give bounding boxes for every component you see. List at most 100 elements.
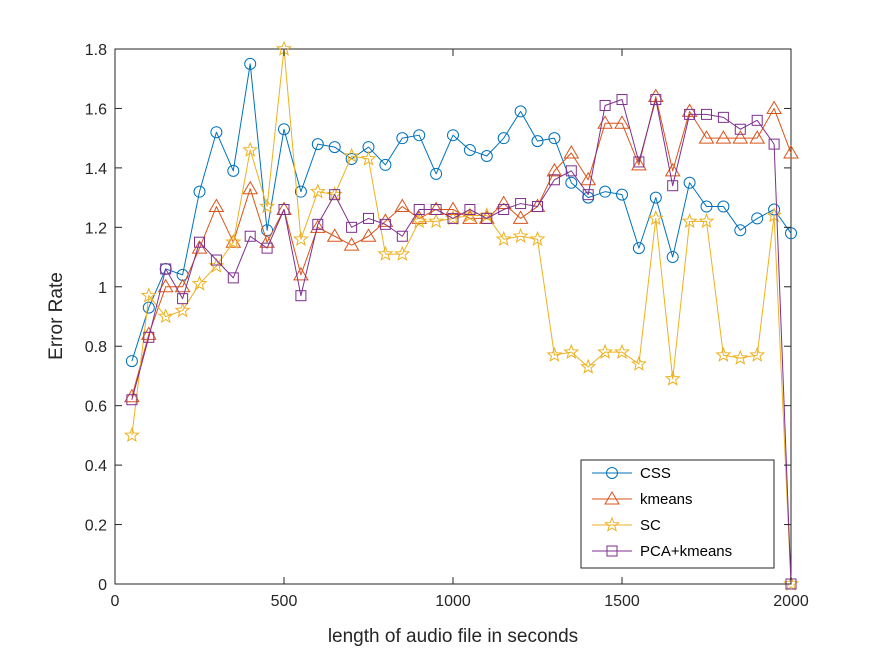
legend-label: PCA+kmeans	[640, 543, 732, 560]
data-point-kmeans	[326, 228, 343, 242]
y-axis-title: Error Rate	[46, 272, 67, 360]
data-point-pca-kmeans	[717, 111, 729, 123]
data-point-pca-kmeans	[481, 212, 493, 224]
data-point-kmeans	[563, 145, 580, 159]
data-point-pca-kmeans	[295, 290, 307, 302]
data-point-css	[649, 191, 662, 204]
data-point-kmeans	[140, 326, 157, 340]
data-point-pca-kmeans	[126, 394, 138, 406]
data-point-css	[210, 126, 223, 139]
y-tick-label: 1.2	[85, 220, 107, 237]
data-point-kmeans	[360, 228, 377, 242]
x-tick-label: 2000	[773, 593, 809, 610]
y-tick-label: 0	[98, 577, 107, 594]
legend-label: SC	[640, 517, 661, 534]
data-point-sc	[681, 212, 698, 229]
data-point-pca-kmeans	[701, 108, 712, 120]
data-point-css	[345, 152, 358, 165]
data-point-pca-kmeans	[329, 189, 341, 201]
x-tick-label: 1000	[435, 593, 471, 610]
data-point-sc	[242, 141, 259, 157]
data-point-sc	[698, 212, 715, 229]
data-point-kmeans	[411, 210, 428, 224]
data-point-css	[328, 141, 341, 154]
legend-item-sc: SC	[592, 516, 661, 534]
legend: CSS kmeans SC PCA+kmeans	[580, 459, 775, 569]
data-point-pca-kmeans	[363, 212, 374, 224]
x-tick-label: 1500	[604, 593, 640, 610]
data-point-css	[447, 129, 459, 142]
data-point-sc	[259, 198, 276, 214]
y-tick-label: 0.6	[85, 399, 107, 416]
data-point-sc	[225, 233, 242, 249]
data-point-sc	[428, 212, 445, 229]
data-point-pca-kmeans	[194, 236, 205, 248]
data-point-kmeans	[445, 201, 461, 215]
data-point-pca-kmeans	[667, 180, 679, 192]
data-point-css	[751, 212, 764, 225]
y-tick-label: 1.8	[85, 42, 107, 59]
data-point-css	[463, 144, 476, 157]
legend-item-kmeans: kmeans	[592, 491, 693, 508]
data-point-sc	[394, 245, 411, 261]
data-point-css	[193, 185, 206, 198]
data-point-pca-kmeans	[160, 263, 172, 275]
data-point-kmeans	[225, 234, 242, 248]
legend-label: CSS	[640, 465, 671, 482]
data-point-kmeans	[715, 130, 732, 144]
series-line-pca-kmeans	[131, 99, 792, 585]
data-point-css	[294, 185, 307, 198]
data-point-kmeans	[698, 130, 715, 144]
series-line-css	[131, 63, 792, 362]
data-point-pca-kmeans	[396, 230, 408, 242]
data-point-kmeans	[293, 266, 309, 281]
data-point-sc	[749, 346, 766, 362]
data-point-pca-kmeans	[599, 99, 611, 111]
data-point-kmeans	[546, 162, 563, 177]
legend-item-pca-kmeans: PCA+kmeans	[592, 543, 732, 560]
data-point-kmeans	[749, 130, 766, 144]
data-point-pca-kmeans	[177, 293, 189, 305]
data-point-css	[244, 57, 257, 70]
series-layer	[123, 40, 799, 591]
data-point-pca-kmeans	[227, 272, 239, 284]
y-tick-label: 1.4	[85, 161, 107, 178]
data-point-css	[548, 132, 561, 145]
data-point-pca-kmeans	[210, 254, 222, 266]
data-point-sc	[309, 183, 326, 199]
data-point-pca-kmeans	[346, 221, 358, 233]
data-point-pca-kmeans	[532, 201, 543, 213]
data-point-kmeans	[343, 237, 360, 251]
data-point-pca-kmeans	[261, 242, 273, 254]
data-point-sc	[732, 349, 749, 365]
x-tick-label: 0	[111, 593, 120, 610]
legend-marker	[604, 491, 620, 505]
data-point-css	[683, 176, 696, 189]
data-point-pca-kmeans	[464, 204, 476, 215]
data-point-kmeans	[732, 130, 749, 144]
data-point-css	[616, 188, 628, 201]
x-axis-title: length of audio file in seconds	[328, 626, 578, 647]
data-point-pca-kmeans	[582, 189, 594, 201]
data-point-pca-kmeans	[734, 123, 746, 135]
data-point-css	[278, 123, 290, 136]
x-tick-label: 500	[271, 593, 298, 610]
data-point-kmeans	[766, 100, 782, 114]
data-point-sc	[377, 245, 394, 261]
data-point-sc	[647, 210, 664, 226]
data-point-sc	[123, 426, 140, 443]
data-point-pca-kmeans	[565, 165, 577, 177]
data-point-pca-kmeans	[751, 114, 763, 126]
y-tick-label: 0.4	[85, 458, 107, 475]
data-point-pca-kmeans	[515, 198, 527, 210]
data-point-css	[430, 167, 443, 180]
data-point-sc	[529, 230, 546, 247]
data-point-css	[700, 200, 713, 213]
y-tick-label: 1	[98, 280, 107, 297]
data-point-sc	[614, 343, 630, 359]
data-point-sc	[630, 355, 647, 371]
data-point-pca-kmeans	[278, 204, 290, 215]
data-point-kmeans	[309, 219, 326, 233]
data-point-css	[379, 158, 392, 171]
data-point-sc	[546, 346, 563, 362]
